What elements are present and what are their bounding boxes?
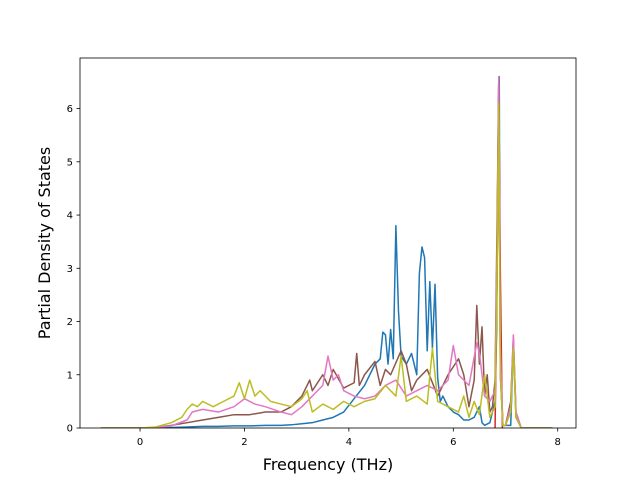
y-tick-label: 4 [67, 211, 73, 222]
plot-frame [79, 57, 577, 429]
y-tick-label: 3 [67, 264, 73, 275]
x-tick-label: 0 [137, 437, 143, 448]
series-line-5 [100, 102, 553, 428]
x-tick-label: 8 [555, 437, 561, 448]
y-tick-label: 1 [67, 370, 73, 381]
series-layer [100, 75, 553, 428]
y-tick-label: 6 [67, 104, 73, 115]
y-tick-label: 0 [67, 424, 73, 435]
y-tick-label: 5 [67, 157, 73, 168]
y-axis-label: Partial Density of States [35, 147, 54, 339]
plot-area [80, 58, 576, 428]
x-tick-label: 4 [346, 437, 352, 448]
ticks-layer: 0 2 4 6 8 0 1 2 3 4 5 6 [67, 104, 561, 448]
x-tick-label: 2 [241, 437, 247, 448]
y-tick-label: 2 [67, 317, 73, 328]
x-tick-label: 6 [450, 437, 456, 448]
x-axis-label: Frequency (THz) [263, 455, 393, 474]
